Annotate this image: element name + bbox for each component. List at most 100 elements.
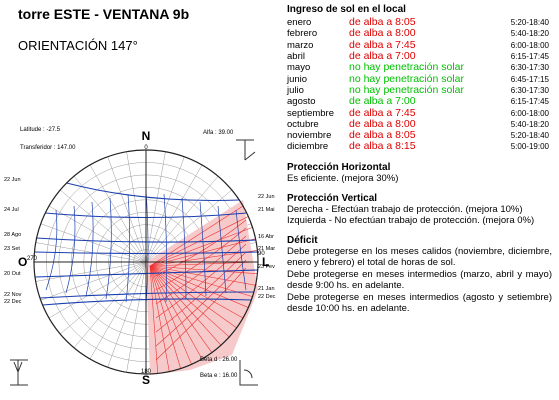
hours: 6:30-17:30 [510,85,549,95]
hour-line [125,193,130,303]
shade-line [149,265,203,360]
shade-region [146,200,258,375]
alfa: Alfa : 39.00 [203,130,234,136]
azimuth-line [107,156,147,263]
hours: 5:40-18:20 [510,29,549,39]
shade-line [149,265,258,275]
sun-table: enero de alba a 8:05 5:20-18:40 febrero de a… [287,16,549,153]
shade-arc [155,267,247,361]
date-label: 23 Set [4,246,20,252]
sun-diagram: Latitude : -27.5 Transferidor : 147.00 A… [4,127,276,387]
table-row: agosto de alba a 7:00 6:15-17:45 [287,95,549,108]
date-label: 24 Jul [4,207,19,213]
azimuth-line [73,261,147,348]
hours: 6:15-17:45 [510,52,549,62]
sun-entry: no hay penetración solar [349,72,464,85]
date-label: 22 Dec [4,299,22,305]
month: noviembre [287,130,332,142]
hours: 6:00-18:00 [510,40,549,50]
date-label: 22 Jun [258,194,275,200]
shade-line [149,265,192,365]
sun-entry: no hay penetración solar [349,61,464,74]
shade-arc [155,259,247,347]
date-label: 28 Ago [4,232,21,238]
azimuth-line [40,261,147,301]
section-text: Derecha - Efectúan trabajo de protección… [287,203,523,215]
hours: 6:00-18:00 [510,108,549,118]
hour-line [181,197,187,300]
azimuth-line [48,205,147,263]
sun-entry: de alba a 7:00 [349,50,416,63]
north-deg: 0 [144,145,148,151]
horizontal-section: Protección Horizontal Es eficiente. (mej… [287,162,552,184]
section-title: Déficit [287,234,318,246]
table-row: septiembre de alba a 7:45 6:00-18:00 [287,106,549,119]
east: L [262,255,269,269]
month: febrero [287,28,318,40]
hour-line [163,193,168,303]
azimuth-line [89,261,147,360]
table-row: abril de alba a 7:00 6:15-17:45 [287,50,549,63]
month: diciembre [287,141,329,153]
hour-line [145,189,149,306]
subtitle: ORIENTACIÓN 147° [18,38,138,53]
shade-line [149,227,253,267]
sun-entry: no hay penetración solar [349,83,464,96]
section-text: Es eficiente. (mejora 30%) [287,172,399,184]
date-label: 21 Jan [258,286,275,292]
shade-line [149,265,170,372]
shade-line [149,265,213,353]
shade-line [149,265,256,286]
azimuth-line [35,242,147,263]
sun-entry: de alba a 8:00 [349,27,416,40]
month: marzo [287,39,314,51]
sun-entry: de alba a 7:00 [349,95,416,108]
azimuth-line [35,261,147,282]
hour-line [45,209,58,291]
hours: 5:20-18:40 [510,131,549,141]
info-column: Ingreso de sol en el local enero de alba … [287,4,552,315]
azimuth-line [145,164,203,263]
month: junio [287,73,308,85]
azimuth-line [126,151,147,263]
month: agosto [287,96,316,108]
paragraph: Debe protegerse en meses intermedios (ag… [287,291,552,315]
date-label: 22 Dec [258,294,276,300]
table-title: Ingreso de sol en el local [287,4,406,15]
table-row: julio no hay penetración solar 6:30-17:30 [287,83,549,96]
hour-line [105,197,112,300]
hours: 6:30-17:30 [510,63,549,73]
hours: 6:15-17:45 [510,97,549,107]
month: octubre [287,118,319,130]
date-label: 16 Abr [258,234,274,240]
paragraph: Debe protegerse en los meses calidos (no… [287,245,552,269]
hour-line [235,209,247,291]
sun-entry: de alba a 7:45 [349,106,416,119]
azimuth-line [60,189,147,263]
hours: 5:40-18:20 [510,119,549,129]
shade-line [149,205,244,267]
azimuth-line [73,176,147,263]
month: julio [287,84,304,96]
hours: 6:45-17:15 [510,74,549,84]
azimuth-line [89,164,147,263]
sun-entry: de alba a 7:45 [349,38,416,51]
date-curve [66,182,240,202]
month: mayo [287,62,311,74]
shade-line [149,265,230,338]
west: O [18,255,27,269]
west-deg: 270 [27,256,38,262]
latitude: Latitude : -27.5 [20,127,61,133]
beta-d: Beta d : 26.00 [200,357,238,363]
east-deg: 90 [258,251,265,257]
azimuth-line [145,189,232,263]
date-label: 22 Jun [4,177,21,183]
north: N [142,129,151,143]
hours: 5:00-19:00 [510,142,549,152]
vertical-section: Protección Vertical Derecha - Efectúan t… [287,193,552,226]
month: enero [287,17,312,29]
table-row: mayo no hay penetración solar 6:30-17:30 [287,61,549,74]
azimuth-line [48,261,147,319]
table-row: noviembre de alba a 8:05 5:20-18:40 [287,129,549,142]
